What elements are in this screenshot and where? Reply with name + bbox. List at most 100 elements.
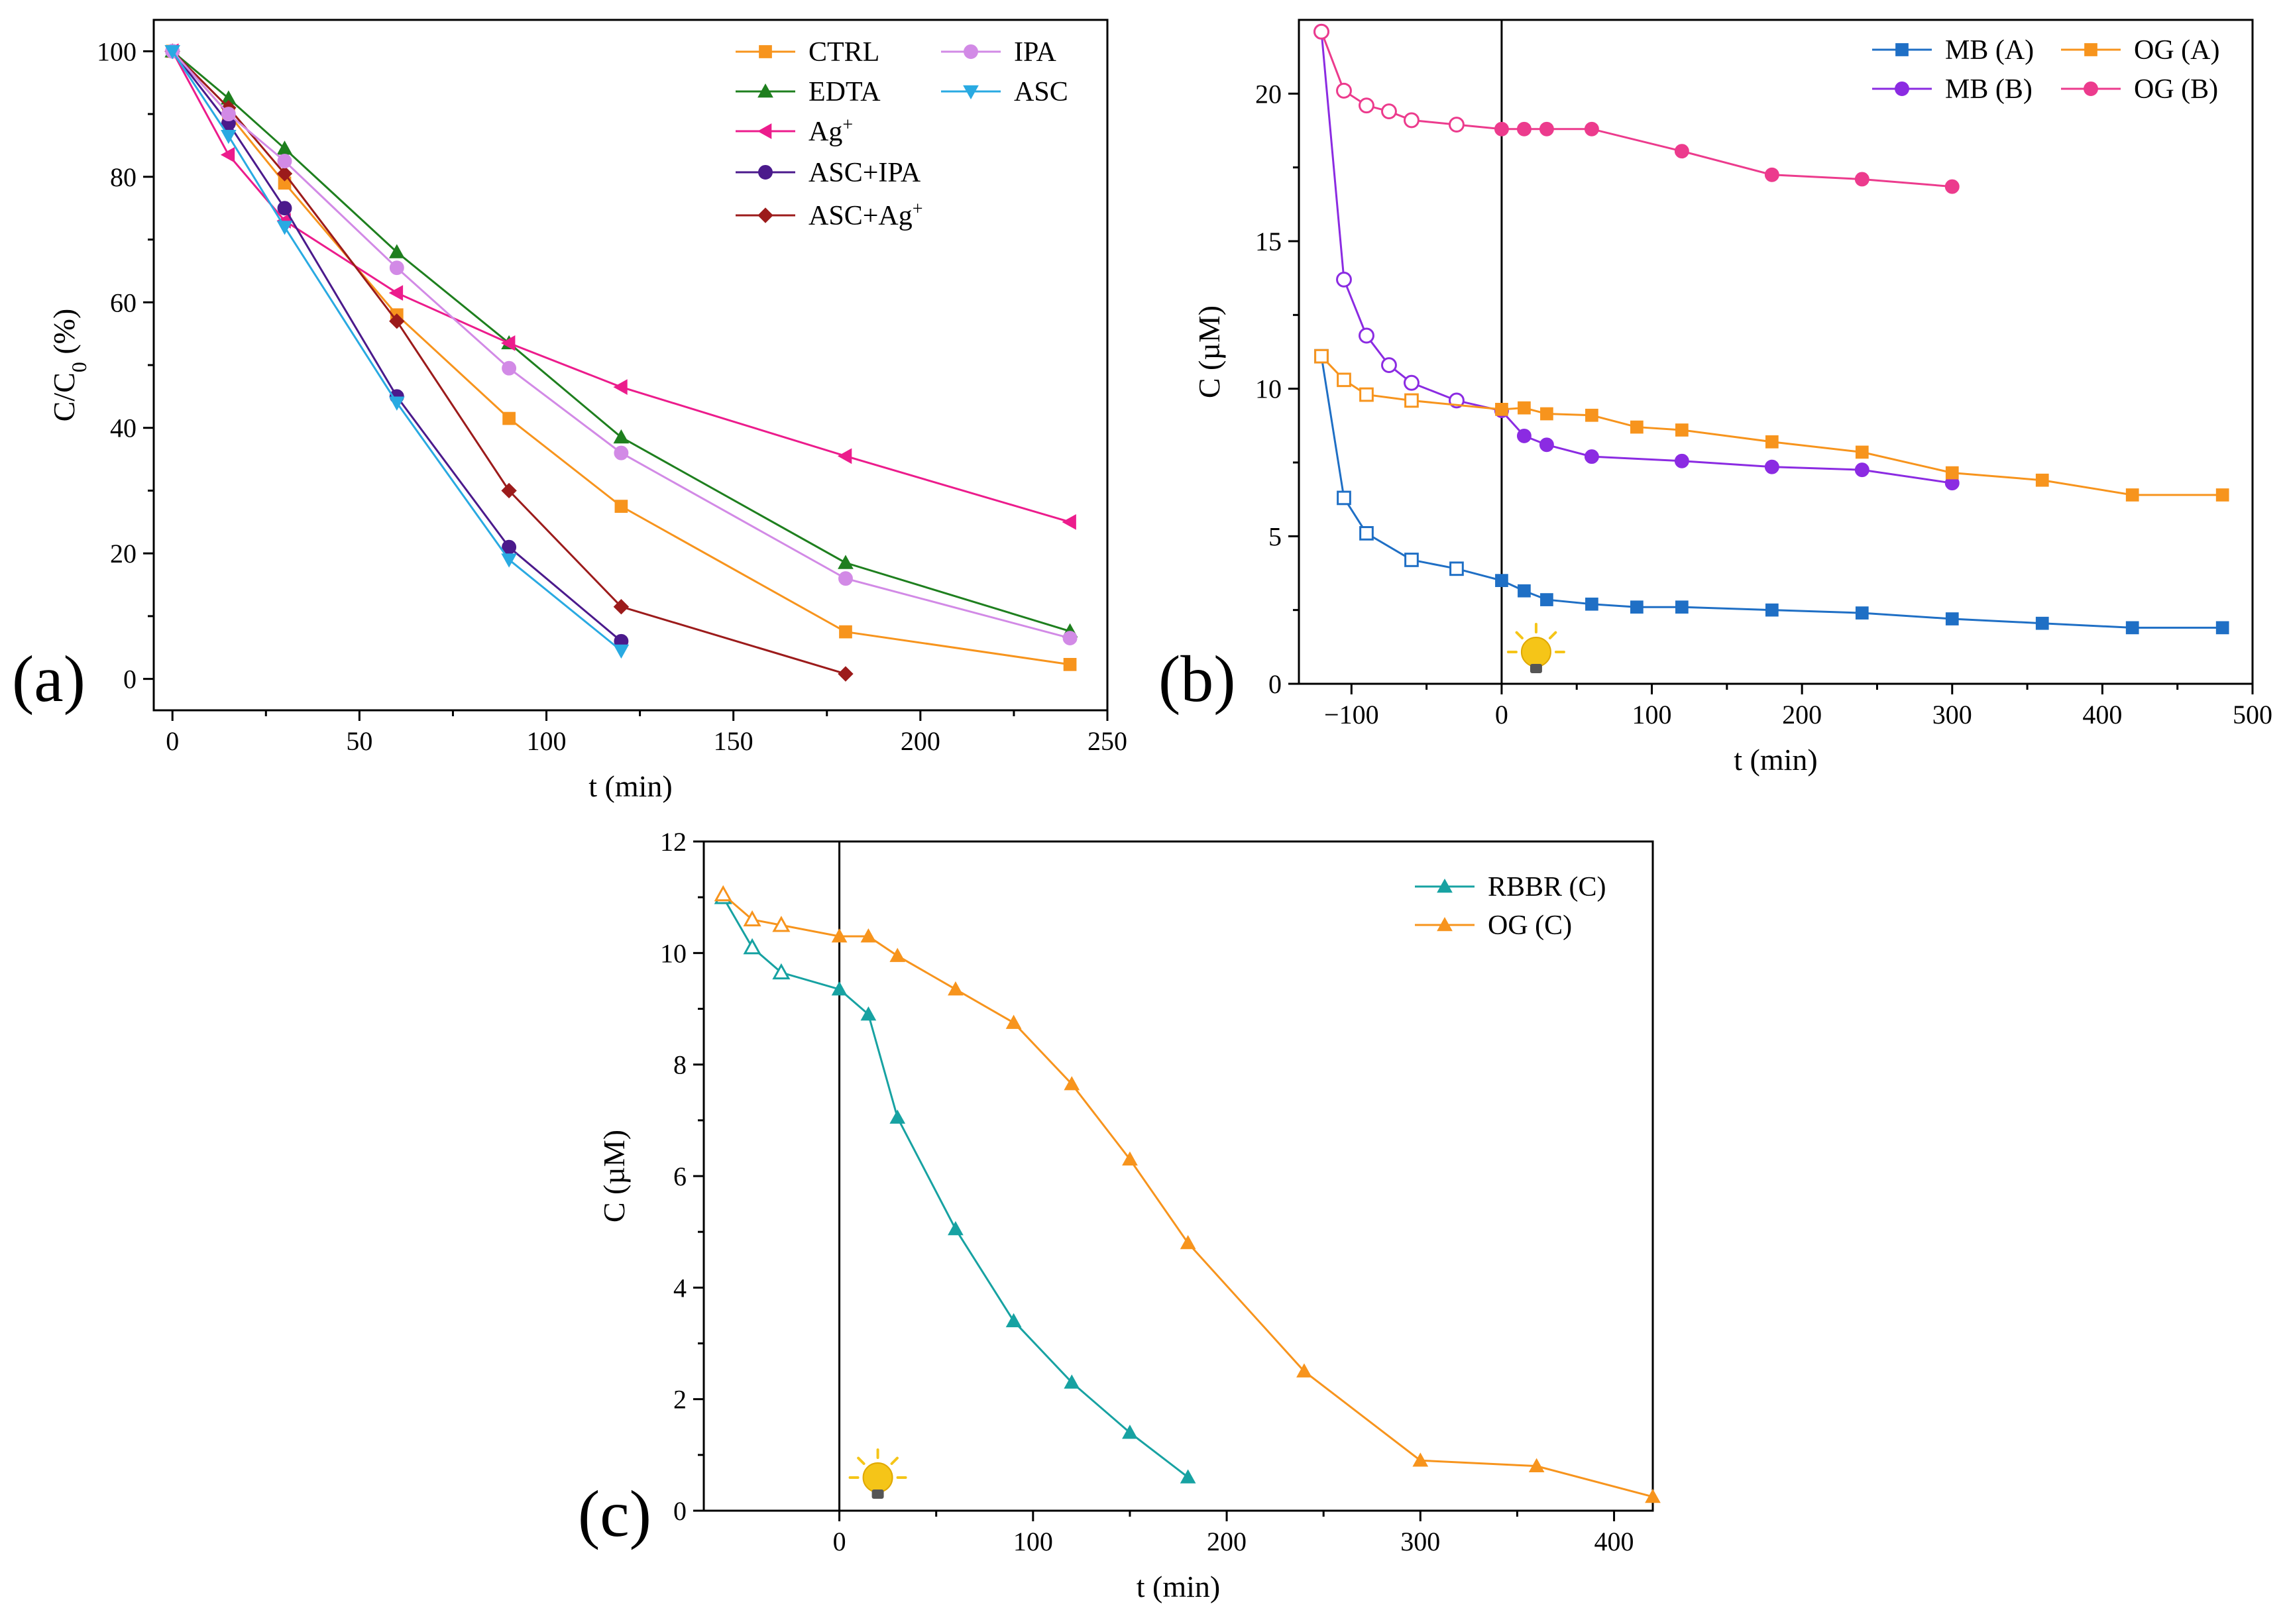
legend-item-og-a: OG (A): [2061, 35, 2219, 66]
legend-item-asc-ipa: ASC+IPA: [736, 158, 921, 188]
x-tick-label: 300: [1400, 1527, 1440, 1556]
data-point: [1764, 459, 1779, 474]
panel-label: (b): [1158, 642, 1236, 716]
data-point: [772, 916, 791, 932]
series-line: [172, 50, 1071, 633]
data-point: [1675, 600, 1689, 614]
data-point: [1516, 121, 1532, 136]
series-rbbr-c: [714, 888, 1196, 1484]
series-og-c: [714, 885, 1661, 1503]
panel-label: (a): [12, 642, 85, 716]
series-line: [1320, 355, 2223, 496]
data-point: [1645, 1488, 1661, 1503]
data-point: [1359, 97, 1374, 114]
legend-label: MB (A): [1945, 35, 2034, 66]
data-point: [1854, 462, 1869, 478]
y-tick-label: 20: [110, 539, 137, 568]
y-tick-label: 15: [1255, 227, 1282, 256]
legend-label: ASC: [1014, 77, 1068, 107]
data-point: [1062, 514, 1076, 530]
y-tick-label: 20: [1255, 79, 1282, 109]
legend-item-og-c: OG (C): [1415, 910, 1572, 941]
data-point: [221, 129, 237, 144]
y-tick-label: 12: [660, 827, 687, 857]
legend-item-ctrl: CTRL: [736, 37, 879, 68]
legend-swatch-marker: [1437, 916, 1453, 932]
legend-item-asc: ASC: [941, 77, 1068, 107]
data-point: [743, 938, 761, 955]
legend: MB (A) OG (A) MB (B) OG (B): [1872, 35, 2219, 105]
data-point: [1945, 466, 1959, 480]
data-point: [388, 285, 404, 301]
data-point: [1381, 103, 1397, 120]
data-point: [1404, 112, 1420, 129]
data-point: [1518, 584, 1531, 598]
y-axis-title: C/C0 (%): [47, 309, 91, 422]
data-point: [613, 379, 628, 396]
series-og-a: [1314, 349, 2229, 502]
data-point: [1584, 121, 1599, 136]
legend-swatch-marker: [964, 44, 978, 59]
legend-label: ASC+Ag+: [809, 199, 923, 232]
legend-item-og-b: OG (B): [2061, 74, 2218, 105]
data-point: [1337, 372, 1351, 388]
legend-label: OG (C): [1488, 910, 1572, 941]
legend-item-edta: EDTA: [736, 77, 881, 107]
data-point: [1404, 553, 1419, 567]
legend-label: OG (B): [2134, 74, 2218, 105]
series-line: [172, 50, 1070, 639]
legend-swatch-marker: [1895, 43, 1909, 56]
y-tick-label: 10: [660, 938, 687, 968]
data-point: [1313, 23, 1329, 40]
legend-swatch-marker: [1895, 81, 1909, 96]
data-point: [1674, 144, 1689, 159]
data-point: [277, 201, 292, 216]
y-tick-label: 0: [673, 1496, 687, 1526]
legend-item-mb-b: MB (B): [1872, 74, 2033, 105]
legend-item-ipa: IPA: [941, 37, 1056, 68]
series-line: [722, 893, 1653, 1498]
y-axis-title: C (µM): [1192, 305, 1226, 398]
data-point: [1404, 374, 1420, 391]
data-point: [1945, 612, 1959, 625]
data-point: [1296, 1363, 1312, 1378]
legend-item-mb-a: MB (A): [1872, 35, 2034, 66]
data-point: [1064, 1374, 1080, 1389]
data-point: [1336, 82, 1352, 99]
data-point: [1359, 526, 1374, 541]
legend-label: ASC+IPA: [809, 158, 921, 188]
series-ctrl: [166, 44, 1077, 671]
legend-swatch-marker: [2084, 43, 2097, 56]
x-tick-label: 200: [1782, 700, 1822, 730]
legend-item-asc-ag: ASC+Ag+: [736, 199, 923, 232]
legend-label: CTRL: [809, 37, 879, 68]
x-tick-label: 300: [1932, 700, 1972, 730]
x-axis-title: t (min): [1137, 1570, 1220, 1603]
x-tick-label: 250: [1088, 726, 1127, 756]
x-tick-label: 100: [527, 726, 567, 756]
x-tick-label: 500: [2233, 700, 2272, 730]
data-point: [839, 625, 852, 639]
light-bulb-icon: [1506, 623, 1565, 673]
legend: CTRL IPA EDTA ASC Ag+ ASC+IPA ASC+Ag+: [736, 37, 1068, 231]
y-tick-label: 80: [110, 162, 137, 192]
bulb-ray: [857, 1456, 865, 1465]
legend-label: IPA: [1014, 37, 1056, 68]
panel-label: (c): [578, 1477, 651, 1550]
data-point: [220, 146, 235, 163]
data-point: [221, 107, 236, 122]
data-point: [1585, 408, 1598, 422]
data-point: [1064, 1076, 1080, 1091]
panel-b: −100 0 100 200 300 400 500 0 5 10 15 20 t (min) C (µM…: [1158, 19, 2272, 777]
data-point: [1180, 1234, 1196, 1250]
data-point: [501, 553, 517, 568]
legend-swatch-marker: [963, 85, 979, 100]
y-tick-label: 0: [1268, 669, 1282, 699]
data-point: [1336, 271, 1352, 288]
legend-label: Ag+: [809, 115, 853, 148]
panel-a: 0 50 100 150 200 250 0 20 40 60 80 100 t (min) C/C0 (…: [12, 19, 1127, 803]
data-point: [837, 448, 852, 464]
legend-swatch-marker: [1437, 878, 1453, 893]
data-point: [1630, 420, 1644, 434]
